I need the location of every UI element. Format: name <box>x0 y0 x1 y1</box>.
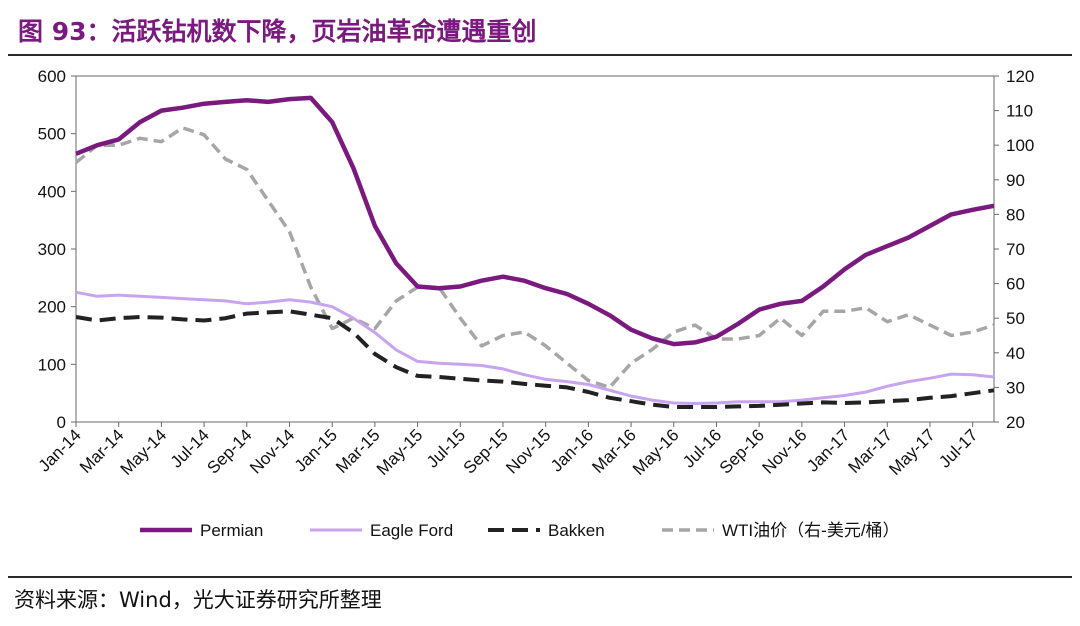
right-axis-tick-label: 90 <box>1006 171 1025 190</box>
plot-frame <box>76 76 994 422</box>
right-axis-tick-label: 110 <box>1006 102 1033 121</box>
chart-legend: Permian Eagle Ford Bakken WTI油价（右-美元/桶） <box>140 521 900 540</box>
figure-title: 图 93：活跃钻机数下降，页岩油革命遭遇重创 <box>18 14 537 50</box>
x-axis-tick-label: May-16 <box>629 425 683 479</box>
legend-label: WTI油价（右-美元/桶） <box>722 521 900 540</box>
right-axis-ticks: 20 30 40 50 60 70 80 90 100 110 120 <box>994 67 1034 432</box>
x-axis-tick-label: Jan-15 <box>291 425 341 475</box>
x-axis-tick-label: Sep-16 <box>716 425 768 477</box>
x-axis-tick-label: Sep-14 <box>203 425 255 477</box>
left-axis-ticks: 0 100 200 300 400 500 600 <box>38 67 76 432</box>
right-axis-tick-label: 100 <box>1006 136 1034 155</box>
x-axis-tick-label: Nov-16 <box>758 425 810 477</box>
series-line-wti <box>76 128 994 388</box>
x-axis-tick-label: Jul-17 <box>935 425 981 471</box>
x-axis-tick-label: Nov-15 <box>502 425 554 477</box>
right-axis-tick-label: 20 <box>1006 413 1025 432</box>
x-axis-tick-label: Jan-17 <box>803 425 853 475</box>
right-axis-tick-label: 70 <box>1006 240 1025 259</box>
left-axis-tick-label: 0 <box>57 413 66 432</box>
legend-label: Permian <box>200 521 263 540</box>
left-axis-tick-label: 300 <box>38 240 66 259</box>
right-axis-tick-label: 50 <box>1006 309 1025 328</box>
left-axis-tick-label: 400 <box>38 182 66 201</box>
x-axis-tick-label: Sep-15 <box>460 425 512 477</box>
right-axis-tick-label: 40 <box>1006 344 1025 363</box>
right-axis-tick-label: 30 <box>1006 378 1025 397</box>
left-axis-tick-label: 500 <box>38 125 66 144</box>
x-axis-tick-label: May-15 <box>373 425 427 479</box>
right-axis-tick-label: 120 <box>1006 67 1034 86</box>
x-axis-tick-label: May-17 <box>885 425 939 479</box>
source-note: 资料来源：Wind，光大证券研究所整理 <box>14 584 382 616</box>
left-axis-tick-label: 600 <box>38 67 66 86</box>
source-divider <box>8 576 1072 578</box>
legend-label: Bakken <box>548 521 605 540</box>
line-chart: 0 100 200 300 400 500 600 20 30 40 50 60 70 80 90 100 1… <box>0 56 1080 576</box>
series-line-permian <box>76 98 994 344</box>
right-axis-tick-label: 60 <box>1006 275 1025 294</box>
series-lines <box>76 98 994 407</box>
left-axis-tick-label: 200 <box>38 298 66 317</box>
legend-label: Eagle Ford <box>370 521 453 540</box>
right-axis-tick-label: 80 <box>1006 205 1025 224</box>
x-axis-tick-label: Nov-14 <box>246 425 298 477</box>
left-axis-tick-label: 100 <box>38 355 66 374</box>
x-axis-tick-label: Jan-14 <box>35 425 85 475</box>
x-axis-ticks: Jan-14Mar-14May-14Jul-14Sep-14Nov-14Jan-… <box>35 422 982 479</box>
x-axis-tick-label: May-14 <box>117 425 171 479</box>
x-axis-tick-label: Jan-16 <box>547 425 597 475</box>
